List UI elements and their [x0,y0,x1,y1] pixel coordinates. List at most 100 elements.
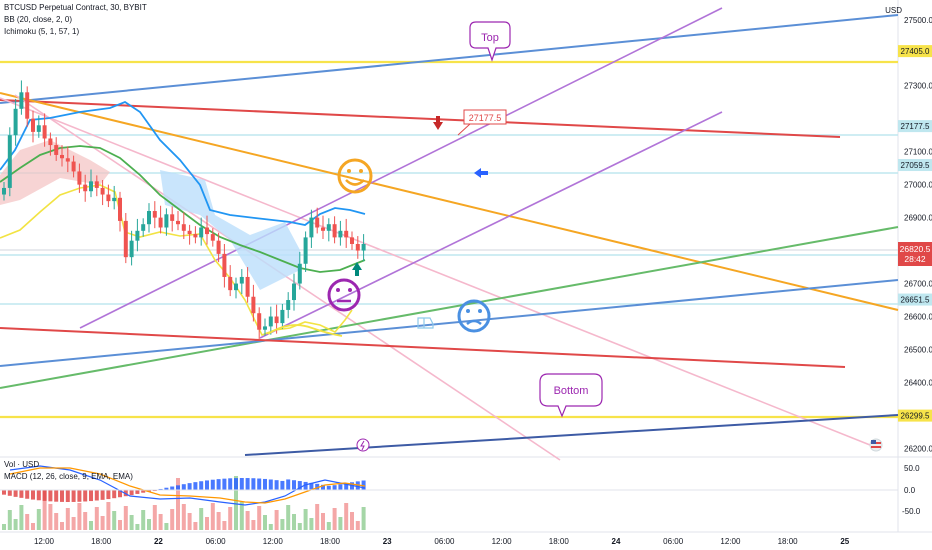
flash-event-icon[interactable] [356,438,370,452]
price-tick-label: 26200.0 [904,444,932,453]
candle-body [338,230,343,238]
volume-bar [129,515,134,530]
macd-bar [245,478,250,490]
trend-line-orange [0,92,899,311]
volume-bar [297,523,302,530]
macd-bar [303,481,308,490]
macd-bar [257,478,262,490]
macd-legend[interactable]: MACD (12, 26, close, 9, EMA, EMA) [4,472,133,481]
candle-body [303,237,308,264]
macd-bar [326,485,331,490]
candle-body [123,220,128,258]
left-arrow-icon [474,168,488,178]
candle-body [31,118,35,132]
macd-bar [274,480,279,490]
ichimoku-legend[interactable]: Ichimoku (5, 1, 57, 1) [4,27,80,36]
macd-bar [13,490,18,497]
macd-bar [228,478,233,490]
time-axis-ticks: 12:00 18:00 22 06:00 12:00 18:00 23 06:00 12:00 1… [34,537,850,546]
macd-signal-line [9,467,366,504]
candle-body [251,296,256,314]
volume-bar [239,502,244,530]
volume-bar [176,478,180,530]
candle-body [13,108,18,136]
candle-body [118,197,122,221]
top-callout[interactable]: Top [469,21,511,62]
level-label-bg [898,159,932,172]
macd-line [9,465,366,506]
macd-bar [118,490,122,498]
volume-bar [210,503,215,530]
macd-bar [129,490,134,496]
candle-body [216,240,221,254]
macd-bar [19,490,24,498]
thumb-down-icon [417,317,434,329]
candle-body [245,276,250,297]
macd-bar [112,490,117,499]
level-label-bg [898,409,932,422]
volume-bar [25,514,30,530]
level-label-text: 27059.5 [901,161,930,170]
macd-bar [216,479,221,490]
macd-bar [321,484,325,490]
candle-body [71,161,76,172]
volume-legend[interactable]: Vol · USD [4,460,40,469]
candle-body [42,125,47,139]
macd-bar [89,490,93,502]
time-tick-label: 06:00 [206,537,227,546]
candlesticks [2,80,366,341]
volume-bar [315,504,320,530]
candle-body [89,181,93,192]
price-tick-label: 26400.0 [904,378,932,387]
volume-bars [2,476,366,530]
macd-bar [158,488,163,490]
price-label-box[interactable]: 27177.5 [457,109,507,136]
volume-bar [94,507,99,530]
volume-bar [326,522,331,530]
level-label-text: 27405.0 [901,47,930,56]
candle-body [141,224,146,231]
chart-title[interactable]: BTCUSD Perpetual Contract, 30, BYBIT [4,3,147,12]
lower-tick-neg50: -50.0 [902,507,921,516]
volume-bar [123,506,128,530]
candle-body [326,224,331,231]
currency-label: USD [885,6,902,15]
candle-body [234,283,238,291]
volume-bar [350,512,354,530]
candle-body [60,154,64,159]
candle-body [176,220,180,225]
candle-body [19,92,24,109]
macd-bar [94,490,99,501]
bb-legend[interactable]: BB (20, close, 2, 0) [4,15,73,24]
volume-bar [147,519,151,530]
macd-bar [147,490,151,492]
candle-body [344,230,349,238]
candle-body [263,326,267,330]
trend-line-red-lower [0,327,846,368]
us-flag-icon[interactable] [869,438,883,452]
time-tick-label: 06:00 [663,537,684,546]
macd-bar [106,490,111,500]
level-label-text: 26299.5 [901,412,930,421]
volume-bar [48,504,53,530]
volume-bar [309,518,314,530]
macd-bar [251,478,256,490]
volume-bar [344,503,349,530]
volume-bar [257,506,262,530]
trend-line-purple-1 [79,7,723,329]
macd-bar [83,490,88,502]
candle-body [36,125,41,132]
candle-body [193,234,198,238]
candle-body [361,243,366,251]
horizontal-levels [0,60,898,419]
bottom-callout[interactable]: Bottom [539,373,603,418]
volume-bar [164,523,169,530]
time-tick-label: 24 [612,537,621,546]
candle-body [152,211,157,218]
candle-body [199,227,204,238]
macd-bar [25,490,30,499]
volume-bar [181,504,186,530]
macd-bar [222,478,227,490]
volume-bar [42,490,47,530]
